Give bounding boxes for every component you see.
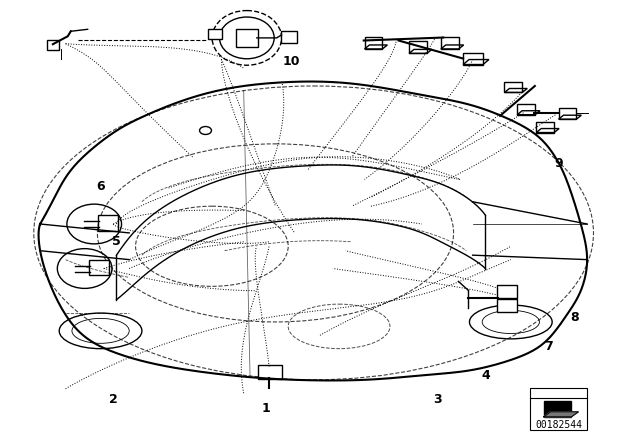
Text: 9: 9 — [554, 157, 563, 170]
Text: 8: 8 — [570, 311, 579, 324]
Polygon shape — [543, 412, 579, 417]
Text: 1: 1 — [262, 402, 270, 415]
Text: 5: 5 — [112, 235, 121, 248]
FancyBboxPatch shape — [98, 215, 118, 231]
FancyBboxPatch shape — [47, 40, 59, 50]
Text: 4: 4 — [481, 369, 490, 382]
Text: 7: 7 — [545, 340, 554, 353]
FancyBboxPatch shape — [89, 259, 109, 276]
Polygon shape — [543, 401, 572, 417]
Text: 10: 10 — [283, 55, 300, 68]
FancyBboxPatch shape — [208, 29, 222, 39]
FancyBboxPatch shape — [258, 366, 282, 379]
Bar — [530, 388, 588, 430]
Text: 6: 6 — [96, 180, 105, 193]
Text: 2: 2 — [109, 393, 118, 406]
FancyBboxPatch shape — [497, 285, 517, 298]
Text: 00182544: 00182544 — [535, 420, 582, 430]
FancyBboxPatch shape — [281, 31, 296, 43]
FancyBboxPatch shape — [497, 299, 517, 312]
FancyBboxPatch shape — [236, 29, 258, 47]
Text: 3: 3 — [433, 393, 442, 406]
